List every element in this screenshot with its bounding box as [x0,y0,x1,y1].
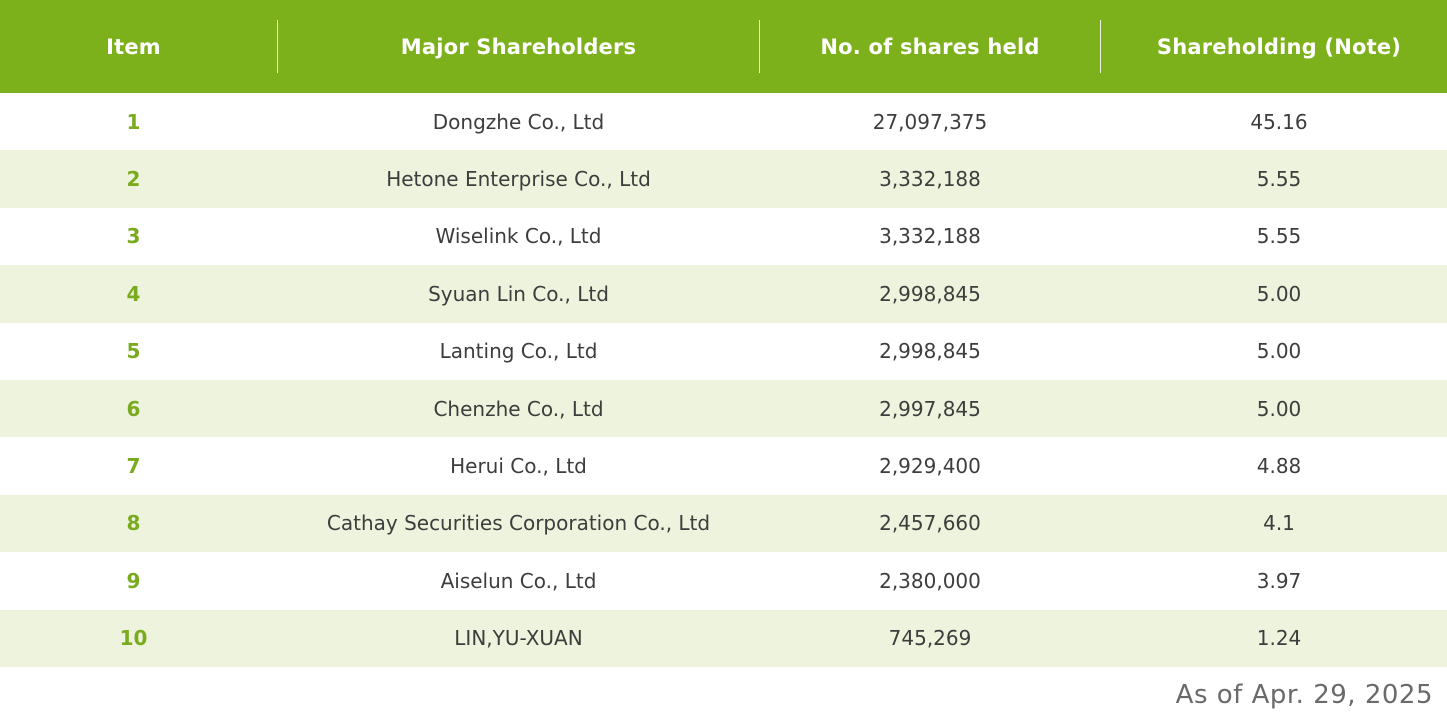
shareholding: 5.00 [1256,339,1302,364]
shares-held: 2,929,400 [879,454,981,479]
item-number: 10 [119,626,148,651]
item-number: 1 [126,109,141,134]
shareholding: 3.97 [1256,568,1302,593]
item-number: 3 [126,224,141,249]
shares-held: 27,097,375 [872,109,988,134]
shareholding: 1.24 [1256,626,1302,651]
table-row: 9 Aiselun Co., Ltd 2,380,000 3.97 [0,552,1447,610]
table-row: 1 Dongzhe Co., Ltd 27,097,375 45.16 [0,93,1447,151]
shares-held: 745,269 [888,626,972,651]
table-row: 5 Lanting Co., Ltd 2,998,845 5.00 [0,322,1447,380]
shares-held: 3,332,188 [879,224,981,249]
shareholder-name: Lanting Co., Ltd [439,339,598,364]
shareholding: 4.88 [1256,454,1302,479]
shares-held: 3,332,188 [879,167,981,192]
table-row: 6 Chenzhe Co., Ltd 2,997,845 5.00 [0,379,1447,438]
item-number: 7 [126,454,141,479]
shareholder-name: LIN,YU-XUAN [454,626,583,651]
table-row: 3 Wiselink Co., Ltd 3,332,188 5.55 [0,207,1447,266]
shareholding: 5.00 [1256,281,1302,306]
shareholders-table: Item Major Shareholders No. of shares he… [0,0,1447,667]
shares-held: 2,998,845 [879,281,981,306]
item-number: 9 [126,568,141,593]
table-row: 8 Cathay Securities Corporation Co., Ltd… [0,494,1447,553]
item-number: 6 [126,396,141,421]
shareholder-name: Dongzhe Co., Ltd [432,109,605,134]
item-number: 5 [126,339,141,364]
shareholding: 5.00 [1256,396,1302,421]
shares-held: 2,997,845 [879,396,981,421]
shareholding: 5.55 [1256,167,1302,192]
as-of-date-note: As of Apr. 29, 2025 [1175,680,1433,710]
shareholder-name: Wiselink Co., Ltd [435,224,602,249]
item-number: 8 [126,511,141,536]
table-row: 2 Hetone Enterprise Co., Ltd 3,332,188 5… [0,150,1447,208]
shareholder-name: Herui Co., Ltd [450,454,587,479]
shares-held: 2,998,845 [879,339,981,364]
shareholding: 4.1 [1263,511,1295,536]
table-row: 10 LIN,YU-XUAN 745,269 1.24 [0,609,1447,667]
shareholder-name: Hetone Enterprise Co., Ltd [386,167,651,192]
header-major-shareholders: Major Shareholders [400,34,637,59]
header-divider [759,20,760,73]
shareholding: 45.16 [1250,109,1308,134]
shareholder-name: Cathay Securities Corporation Co., Ltd [326,511,711,536]
shareholder-name: Aiselun Co., Ltd [440,568,597,593]
shares-held: 2,380,000 [879,568,981,593]
header-shareholding: Shareholding (Note) [1156,34,1402,59]
shareholder-name: Syuan Lin Co., Ltd [428,281,609,306]
header-divider [1100,20,1101,73]
item-number: 2 [126,167,141,192]
header-shares-held: No. of shares held [820,34,1040,59]
shareholding: 5.55 [1256,224,1302,249]
shareholder-name: Chenzhe Co., Ltd [433,396,604,421]
item-number: 4 [126,281,141,306]
shares-held: 2,457,660 [879,511,981,536]
table-header: Item Major Shareholders No. of shares he… [0,0,1447,93]
table-row: 7 Herui Co., Ltd 2,929,400 4.88 [0,437,1447,495]
header-item: Item [106,34,161,59]
header-divider [277,20,278,73]
table-row: 4 Syuan Lin Co., Ltd 2,998,845 5.00 [0,265,1447,323]
